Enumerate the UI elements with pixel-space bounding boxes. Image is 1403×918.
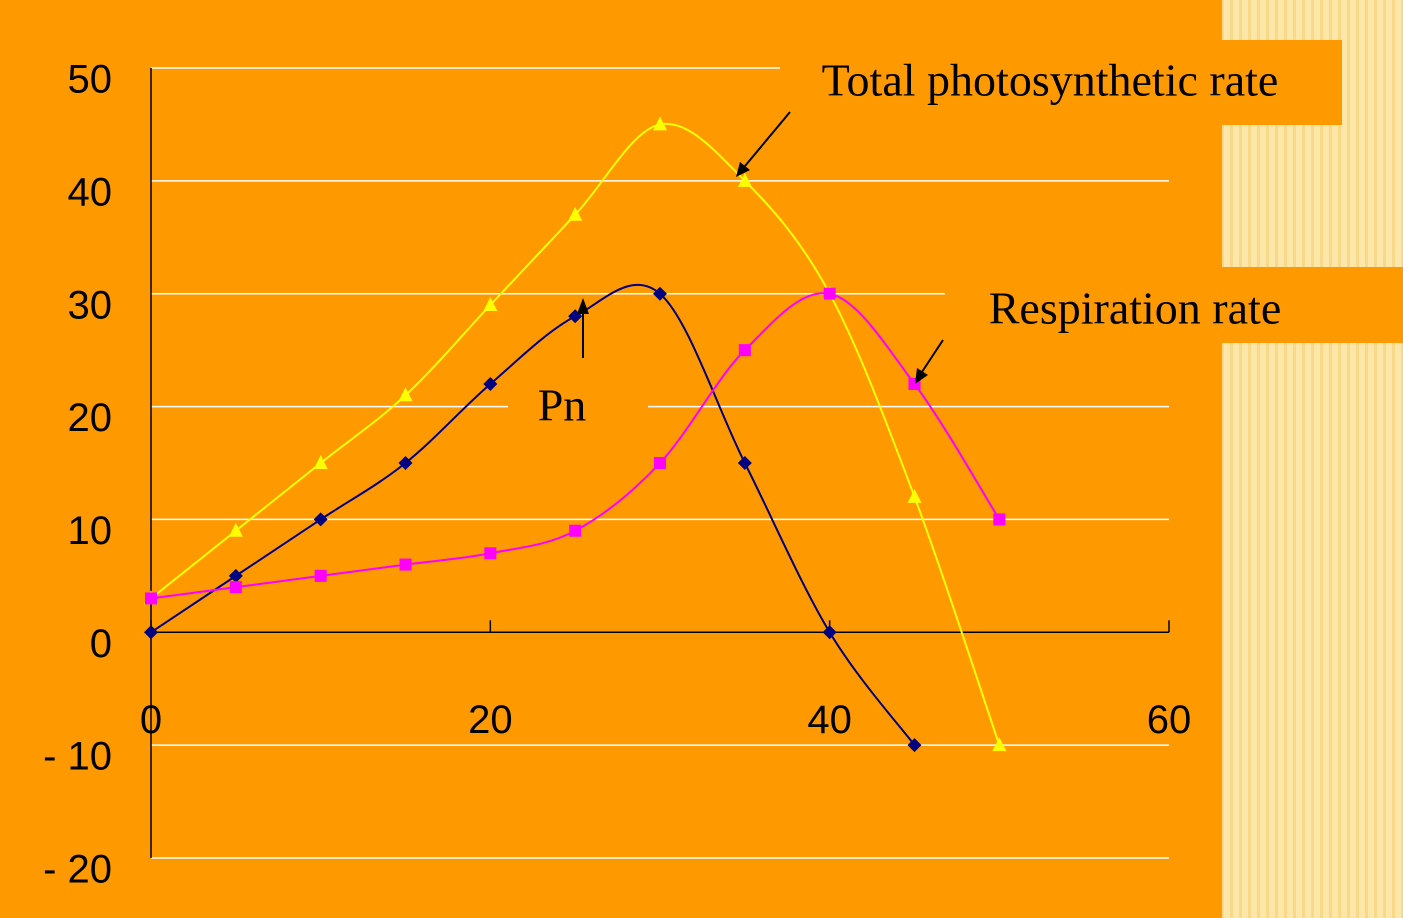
marker	[228, 522, 243, 537]
y-tick-label: - 10	[43, 735, 112, 779]
marker	[653, 286, 667, 301]
marker	[483, 297, 498, 311]
label-box	[780, 40, 1342, 125]
y-tick-label: 30	[68, 283, 113, 327]
marker	[823, 287, 836, 300]
plot-background	[0, 0, 1222, 918]
marker	[144, 625, 158, 640]
x-tick-label: 40	[807, 698, 852, 742]
arrow-head	[577, 298, 589, 314]
arrow-head	[736, 162, 750, 177]
marker	[313, 455, 328, 469]
marker	[483, 377, 498, 391]
y-tick-label: - 20	[43, 848, 112, 892]
marker	[398, 456, 413, 470]
y-tick-label: 50	[68, 58, 113, 102]
marker	[314, 569, 327, 582]
y-tick-label: 40	[68, 170, 113, 214]
marker	[907, 488, 922, 503]
label-box	[945, 267, 1403, 343]
marker	[737, 456, 752, 470]
marker	[398, 387, 413, 402]
marker	[822, 625, 837, 640]
arrow-head	[915, 368, 928, 384]
y-tick-label: 0	[90, 622, 112, 666]
marker	[568, 206, 583, 221]
series-line	[150, 122, 1001, 746]
marker	[653, 116, 667, 131]
series-line	[150, 292, 1001, 600]
marker	[484, 547, 497, 560]
y-tick-label: 10	[68, 509, 113, 553]
axes: - 20 - 10 0 10 20 30 40 50 0 20 40 60	[43, 58, 1191, 892]
x-tick-label: 0	[140, 698, 162, 742]
marker	[907, 738, 922, 753]
label-box	[508, 372, 648, 440]
marker	[229, 581, 242, 594]
marker	[993, 513, 1006, 526]
series-label: Pn	[538, 380, 587, 431]
marker	[737, 172, 752, 187]
marker	[145, 592, 157, 605]
marker	[399, 558, 412, 571]
annotations: Total photosynthetic rate Respiration ra…	[508, 40, 1403, 440]
series-label: Total photosynthetic rate	[822, 55, 1279, 106]
curves	[144, 116, 1007, 753]
series-label: Respiration rate	[989, 283, 1282, 334]
marker	[228, 568, 243, 583]
x-tick-label: 60	[1147, 698, 1192, 742]
y-tick-label: 20	[68, 396, 113, 440]
marker	[992, 737, 1007, 752]
marker	[738, 344, 751, 357]
marker	[654, 457, 666, 469]
arrow	[739, 111, 791, 173]
marker	[313, 512, 328, 527]
series-line	[150, 283, 916, 746]
marker	[569, 524, 582, 537]
x-tick-label: 20	[468, 698, 513, 742]
